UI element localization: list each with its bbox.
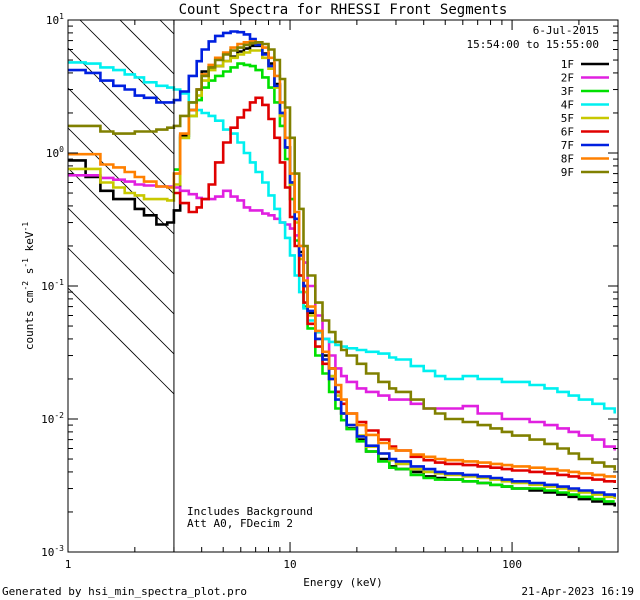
series-8f-line [68,40,616,478]
x-tick-label: 10 [283,558,296,571]
x-tick-label: 100 [502,558,522,571]
hatch-line [68,247,175,355]
legend-label-9f: 9F [561,166,574,179]
series-lines [68,30,616,507]
hatch-line [68,47,175,155]
footer-generated-by: Generated by hsi_min_spectra_plot.pro [2,585,247,598]
series-9f-line [68,41,616,471]
hatch-line [159,20,175,35]
legend-label-3f: 3F [561,85,574,98]
series-4f-line [68,61,616,414]
legend-label-5f: 5F [561,112,574,125]
legend-label-2f: 2F [561,72,574,85]
y-tick-label: 101 [46,12,64,27]
legend-label-6f: 6F [561,126,574,139]
y-tick-label: 100 [46,145,64,160]
x-tick-label: 1 [65,558,72,571]
hatched-region [68,20,175,395]
axis-ticks [67,19,619,553]
annotation-attenuator: Att A0, FDecim 2 [187,517,293,530]
x-tick-labels: 1 10 100 [65,558,522,571]
legend-label-4f: 4F [561,99,574,112]
time-range-label: 15:54:00 to 15:55:00 [467,38,599,51]
legend-label-8f: 8F [561,153,574,166]
series-5f-line [68,49,616,500]
date-label: 6-Jul-2015 [533,24,599,37]
y-axis-label: counts cm-2 s-1 keV-1 [21,222,36,350]
annotation-background: Includes Background [187,505,313,518]
hatch-line [119,20,175,75]
hatch-line [68,167,175,275]
y-tick-label: 10-1 [41,278,64,293]
legend-label-1f: 1F [561,58,574,71]
series-3f-line [173,62,615,503]
hatch-line [79,20,175,115]
hatch-line [68,287,175,395]
legend-label-7f: 7F [561,139,574,152]
y-tick-label: 10-3 [41,544,64,559]
hatch-line [68,207,175,315]
footer-datetime: 21-Apr-2023 16:19 [521,585,634,598]
series-7f-line [68,30,616,497]
series-1f-line [68,44,616,507]
y-tick-label: 10-2 [41,411,64,426]
chart-title: Count Spectra for RHESSI Front Segments [179,2,508,18]
x-axis-label: Energy (keV) [303,576,382,589]
y-tick-labels: 101 100 10-1 10-2 10-3 [41,12,64,559]
hatch-line [68,87,175,195]
